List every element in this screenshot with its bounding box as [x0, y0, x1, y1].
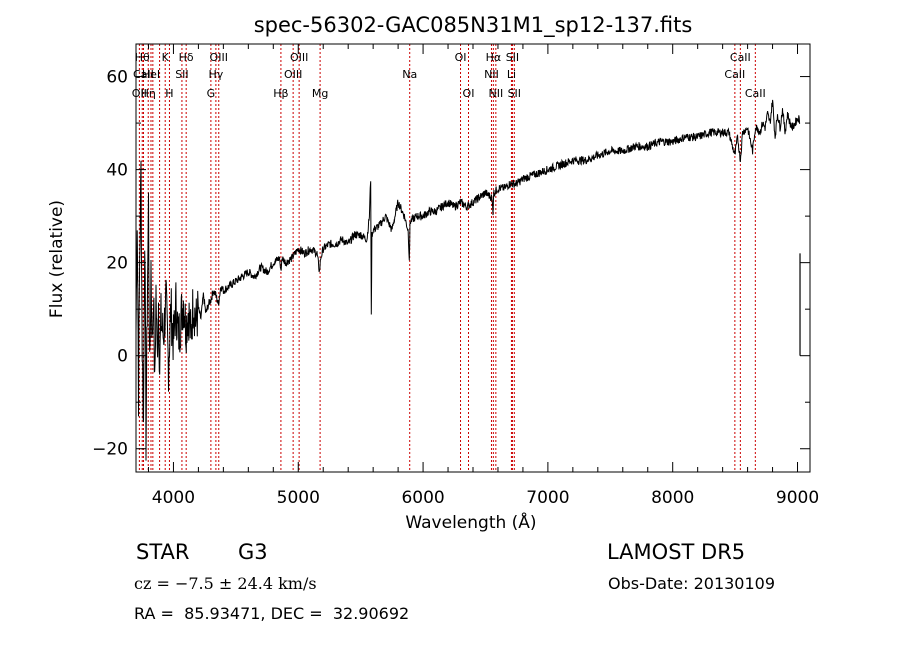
y-tick-label: 20 — [106, 254, 128, 274]
plot-axes: 4000 5000 6000 7000 8000 9000 −20 0 20 40 60 — [92, 43, 819, 508]
plot-frame — [135, 43, 811, 473]
marker-label: CaII — [724, 68, 745, 81]
spectrum-series — [135, 99, 801, 461]
marker-label: Hθ — [135, 51, 150, 64]
marker-label: SII — [508, 87, 521, 100]
x-tick-label: 7000 — [526, 488, 569, 508]
spectrum-line — [135, 99, 801, 461]
marker-label: Hβ — [273, 87, 288, 100]
marker-label: NII — [484, 68, 499, 81]
object-subclass: G3 — [238, 540, 268, 564]
chart-title: spec-56302-GAC085N31M1_sp12-137.fits — [254, 13, 693, 38]
marker-label: SII — [175, 68, 188, 81]
object-class: STAR — [136, 540, 190, 564]
marker-label: OIII — [290, 51, 308, 64]
marker-label: Hα — [486, 51, 502, 64]
marker-label: HeI — [142, 68, 160, 81]
x-tick-label: 4000 — [152, 488, 195, 508]
survey-name: LAMOST DR5 — [607, 540, 746, 564]
marker-label: G — [207, 87, 216, 100]
marker-label: CaII — [730, 51, 751, 64]
marker-label: CaII — [133, 68, 154, 81]
x-tick-label: 8000 — [651, 488, 694, 508]
marker-label: NII — [488, 87, 503, 100]
y-tick-label: −20 — [92, 440, 128, 460]
marker-label: Hη — [141, 87, 156, 100]
y-tick-label: 60 — [106, 68, 128, 88]
y-tick-label: 0 — [117, 347, 128, 367]
marker-label: OI — [455, 51, 467, 64]
marker-label: Mg — [312, 87, 328, 100]
marker-label: OIII — [284, 68, 302, 81]
marker-label: CaII — [745, 87, 766, 100]
coordinates: RA = 85.93471, DEC = 32.90692 — [134, 604, 410, 623]
marker-label: OI — [463, 87, 475, 100]
x-tick-label: 6000 — [401, 488, 444, 508]
obs-date: Obs-Date: 20130109 — [608, 574, 776, 593]
redshift-readout: cz = −7.5 ± 24.4 km/s — [134, 574, 317, 593]
marker-label: SII — [506, 51, 519, 64]
x-tick-label: 9000 — [776, 488, 819, 508]
x-axis-label: Wavelength (Å) — [405, 511, 536, 533]
marker-label: Na — [402, 68, 417, 81]
y-tick-label: 40 — [106, 161, 128, 181]
marker-label: H — [165, 87, 173, 100]
marker-label: Li — [507, 68, 516, 81]
marker-label: OIII — [210, 51, 228, 64]
marker-label: Hδ — [179, 51, 194, 64]
y-axis-label: Flux (relative) — [47, 200, 67, 318]
x-tick-label: 5000 — [277, 488, 320, 508]
marker-label: Hγ — [208, 68, 223, 81]
spectral-line-markers — [138, 44, 756, 472]
marker-label: K — [162, 51, 170, 64]
spectral-line-labels: OIIHθCaIIHηHeIKHSIIHδGHγOIIIHβOIIIOIIIMg… — [132, 51, 766, 100]
